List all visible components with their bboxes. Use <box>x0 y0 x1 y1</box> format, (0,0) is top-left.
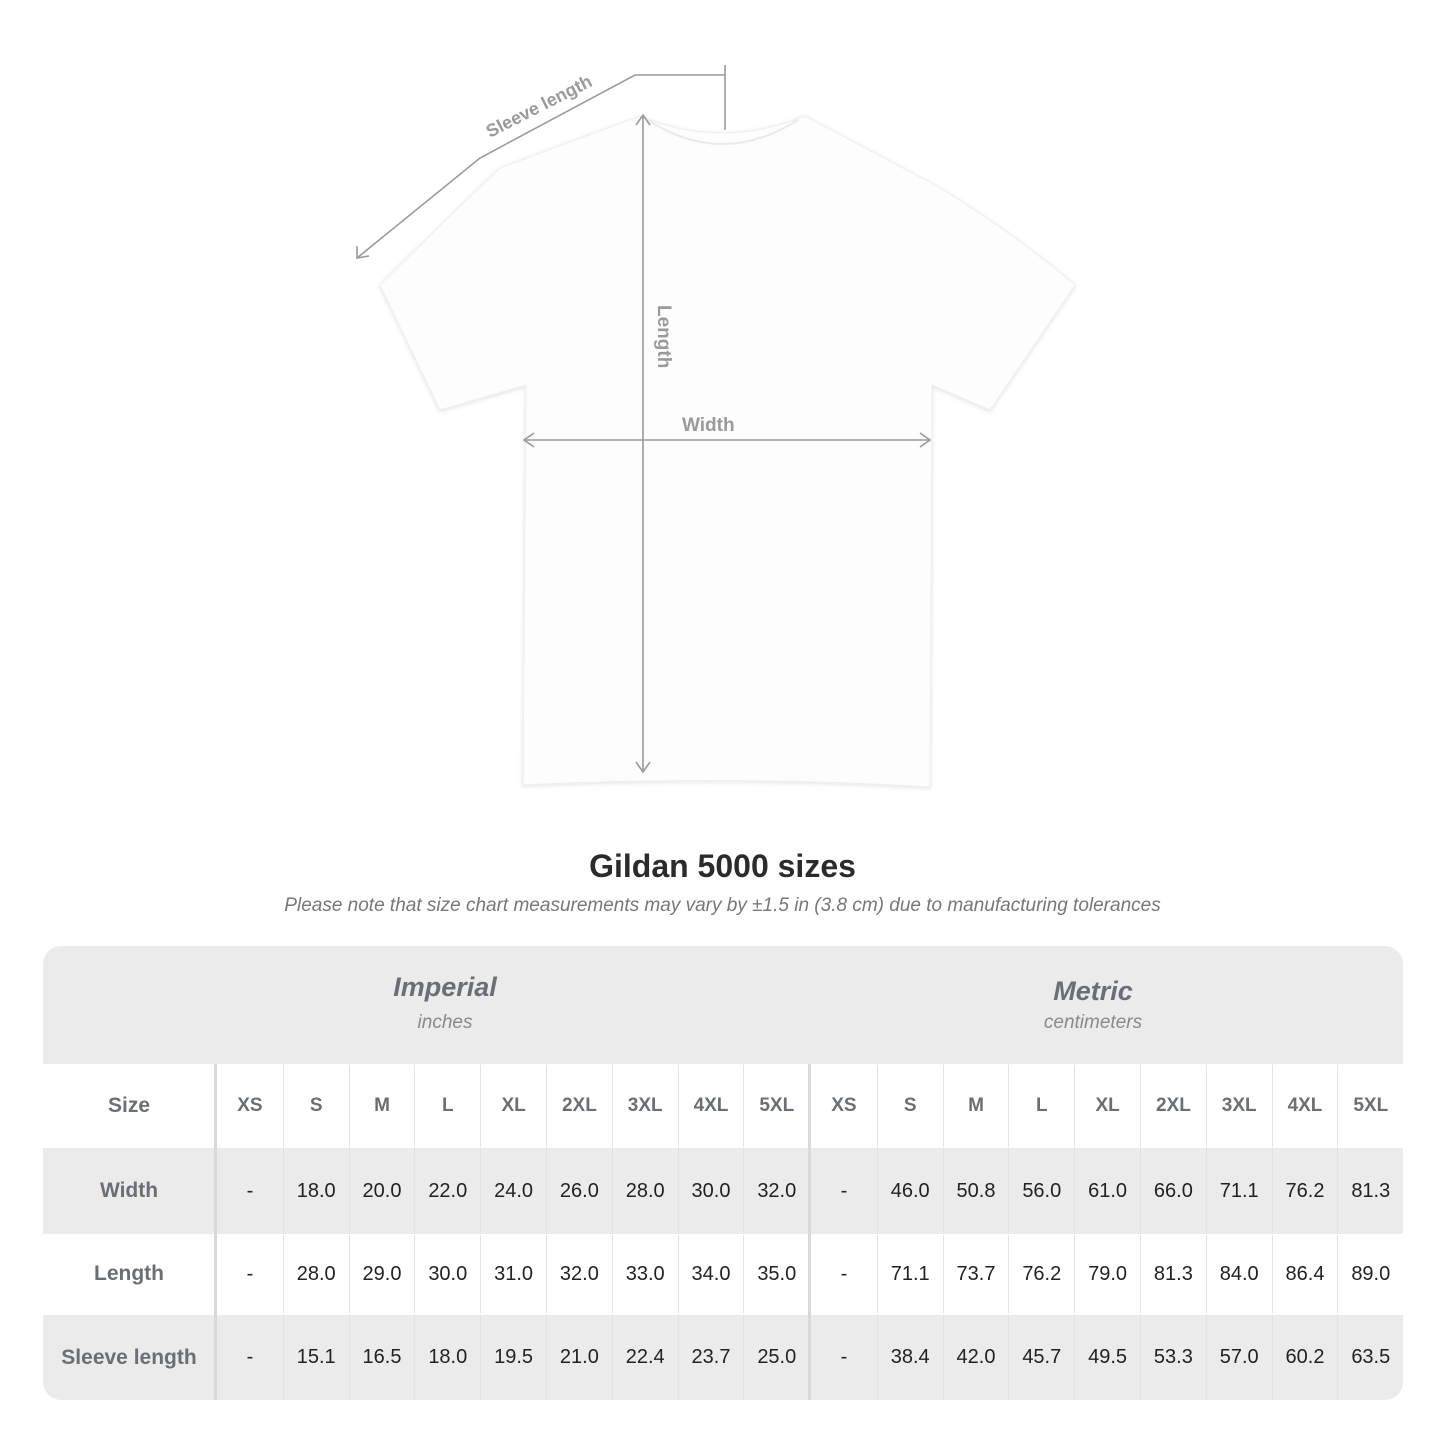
metric-size-header: L <box>1008 1065 1074 1147</box>
imperial-value-cell: 26.0 <box>546 1148 612 1234</box>
imperial-size-header: XS <box>237 1095 263 1116</box>
row-label: Length <box>94 1262 164 1285</box>
imperial-value-cell: 30.0 <box>414 1235 480 1313</box>
metric-value-cell: 46.0 <box>876 1148 943 1234</box>
column-divider <box>214 1064 217 1400</box>
metric-value-cell: 73.7 <box>942 1235 1009 1313</box>
tolerance-note: Please note that size chart measurements… <box>284 895 1161 916</box>
length-label: Length <box>653 305 674 368</box>
metric-value-cell: 79.0 <box>1074 1235 1140 1313</box>
metric-unit: centimeters <box>1043 1012 1143 1033</box>
table-row: Length - 28.0 29.0 30.0 31.0 32.0 33.0 34.0 35.0 -… <box>43 1235 1403 1313</box>
metric-value-cell: 89.0 <box>1337 1235 1403 1313</box>
metric-size-header: XL <box>1074 1065 1140 1147</box>
metric-value-cell: - <box>840 1346 848 1368</box>
table-row: Sleeve length - 15.1 16.5 18.0 19.5 21.0 22.4 23… <box>43 1315 1403 1400</box>
metric-value-cell: 84.0 <box>1205 1235 1272 1313</box>
metric-value-cell: 61.0 <box>1074 1148 1140 1234</box>
metric-value-cell: 66.0 <box>1140 1148 1206 1234</box>
metric-value-cell: 42.0 <box>942 1315 1009 1400</box>
imperial-value-cell: 32.0 <box>546 1235 612 1313</box>
metric-value-cell: 76.2 <box>1271 1148 1338 1234</box>
imperial-value-cell: - <box>246 1346 254 1368</box>
metric-value-cell: - <box>840 1262 848 1285</box>
tshirt-diagram: Sleeve length Length Width <box>356 65 1076 788</box>
metric-value-cell: 71.1 <box>1205 1148 1272 1234</box>
metric-value-cell: 60.2 <box>1271 1315 1338 1400</box>
metric-value-cell: 49.5 <box>1074 1315 1140 1400</box>
imperial-value-cell: 35.0 <box>743 1235 809 1313</box>
imperial-value-cell: - <box>246 1262 254 1285</box>
tshirt-shape <box>379 115 1076 788</box>
imperial-value-cell: 21.0 <box>546 1315 612 1400</box>
unit-header-band <box>43 946 1403 1064</box>
size-table: Imperial inches Metric centimeters Size X… <box>43 946 1403 1400</box>
metric-value-cell: 56.0 <box>1008 1148 1074 1234</box>
metric-size-header: M <box>942 1065 1009 1147</box>
metric-size-header: 3XL <box>1205 1065 1272 1147</box>
metric-value-cell: - <box>840 1179 848 1202</box>
imperial-value-cell: 28.0 <box>611 1148 678 1234</box>
metric-value-cell: 81.3 <box>1337 1148 1403 1234</box>
imperial-value-cell: 23.7 <box>677 1315 744 1400</box>
row-label: Sleeve length <box>61 1345 197 1369</box>
metric-title: Metric <box>1053 976 1133 1006</box>
metric-value-cell: 81.3 <box>1140 1235 1206 1313</box>
metric-size-header: 2XL <box>1140 1065 1206 1147</box>
imperial-value-cell: 29.0 <box>348 1235 415 1313</box>
imperial-value-cell: 33.0 <box>611 1235 678 1313</box>
imperial-value-cell: 22.4 <box>611 1315 678 1400</box>
imperial-value-cell: 24.0 <box>480 1148 546 1234</box>
metric-value-cell: 71.1 <box>876 1235 943 1313</box>
metric-value-cell: 57.0 <box>1205 1315 1272 1400</box>
column-divider <box>808 1064 811 1400</box>
imperial-header: Imperial inches <box>43 946 847 1064</box>
imperial-value-cell: 18.0 <box>282 1148 349 1234</box>
width-label: Width <box>682 415 735 436</box>
imperial-value-cell: 18.0 <box>414 1315 480 1400</box>
imperial-title: Imperial <box>393 972 497 1002</box>
imperial-size-header: XL <box>480 1065 546 1147</box>
imperial-value-cell: 20.0 <box>348 1148 415 1234</box>
imperial-size-header: 2XL <box>546 1065 612 1147</box>
metric-value-cell: 63.5 <box>1337 1315 1403 1400</box>
metric-value-cell: 86.4 <box>1271 1235 1338 1313</box>
metric-value-cell: 45.7 <box>1008 1315 1074 1400</box>
imperial-value-cell: 30.0 <box>677 1148 744 1234</box>
measure-lines <box>356 65 932 774</box>
table-row: Width - 18.0 20.0 22.0 24.0 26.0 28.0 30.0 32.0 - 4… <box>43 1148 1403 1234</box>
imperial-value-cell: 32.0 <box>743 1148 809 1234</box>
row-label: Size <box>107 1094 151 1117</box>
metric-value-cell: 76.2 <box>1008 1235 1074 1313</box>
metric-size-header: XS <box>831 1095 857 1116</box>
imperial-unit: inches <box>417 1012 473 1033</box>
imperial-value-cell: - <box>246 1179 254 1202</box>
imperial-size-header: M <box>348 1065 415 1147</box>
imperial-size-header: L <box>414 1065 480 1147</box>
sleeve-length-label: Sleeve length <box>483 71 595 142</box>
imperial-value-cell: 31.0 <box>480 1235 546 1313</box>
imperial-value-cell: 34.0 <box>677 1235 744 1313</box>
imperial-size-header: 5XL <box>743 1065 809 1147</box>
metric-value-cell: 38.4 <box>876 1315 943 1400</box>
metric-header: Metric centimeters <box>743 946 1403 1064</box>
metric-value-cell: 50.8 <box>942 1148 1009 1234</box>
imperial-value-cell: 25.0 <box>743 1315 809 1400</box>
size-header-row: Size XS S M L XL 2XL 3XL 4XL 5XL XS S M L XL 2XL 3XL 4XL 5… <box>43 1065 1403 1147</box>
metric-size-header: 4XL <box>1271 1065 1338 1147</box>
collar <box>647 119 799 145</box>
imperial-value-cell: 16.5 <box>348 1315 415 1400</box>
metric-size-header: 5XL <box>1337 1065 1403 1147</box>
page-title: Gildan 5000 sizes <box>589 848 856 884</box>
imperial-size-header: S <box>282 1065 349 1147</box>
imperial-value-cell: 15.1 <box>282 1315 349 1400</box>
imperial-size-header: 3XL <box>611 1065 678 1147</box>
imperial-size-header: 4XL <box>677 1065 744 1147</box>
imperial-value-cell: 28.0 <box>282 1235 349 1313</box>
row-label: Width <box>99 1179 159 1202</box>
imperial-value-cell: 19.5 <box>480 1315 546 1400</box>
metric-size-header: S <box>876 1065 943 1147</box>
metric-value-cell: 53.3 <box>1140 1315 1206 1400</box>
imperial-value-cell: 22.0 <box>414 1148 480 1234</box>
